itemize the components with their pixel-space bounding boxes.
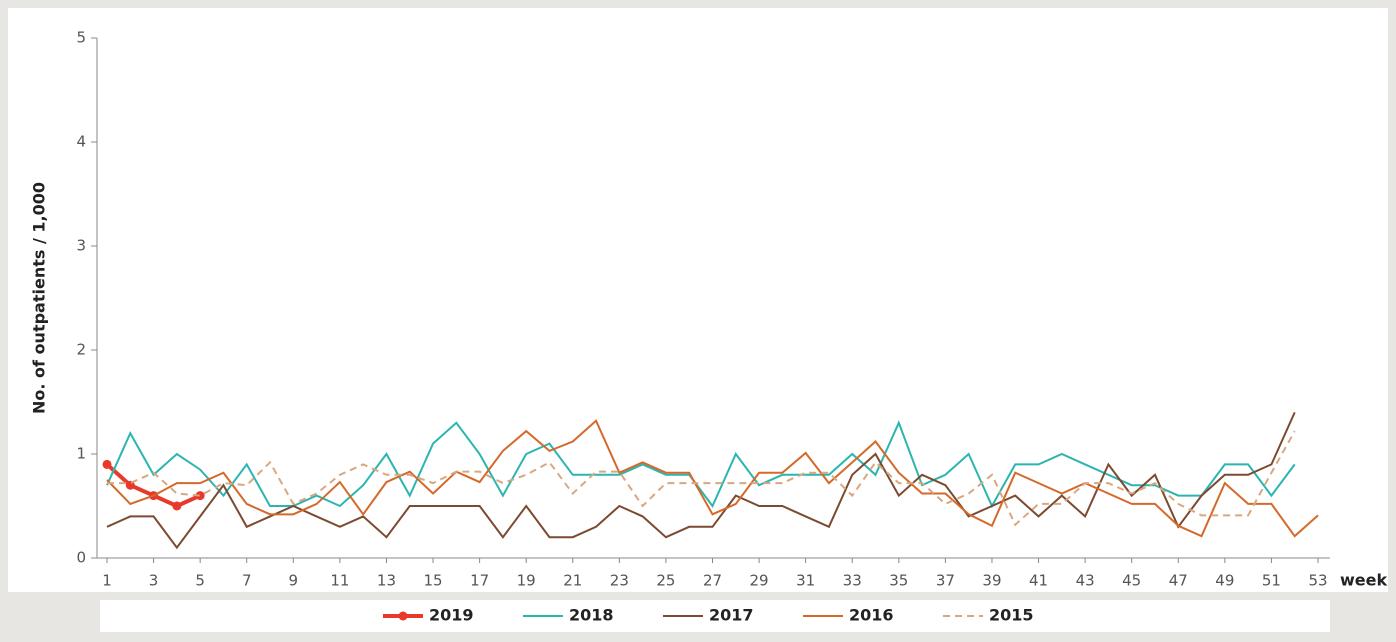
x-tick-label: 37 [936, 572, 955, 590]
y-tick-label: 2 [76, 341, 86, 359]
y-tick-label: 0 [76, 549, 86, 567]
x-tick-label: 3 [149, 572, 159, 590]
legend-label: 2019 [429, 606, 474, 625]
x-tick-label: 29 [750, 572, 769, 590]
series-line [106, 411, 1296, 550]
x-tick-label: 5 [195, 572, 205, 590]
x-tick-label: 39 [982, 572, 1001, 590]
legend-label: 2016 [849, 606, 894, 625]
x-tick-label: 9 [289, 572, 299, 590]
x-tick-label: 49 [1215, 572, 1234, 590]
series-marker [195, 491, 205, 501]
y-tick-label: 3 [76, 237, 86, 255]
x-tick-label: 11 [330, 572, 349, 590]
x-tick-label: 7 [242, 572, 252, 590]
series-line [106, 420, 1296, 509]
series-line [107, 430, 1296, 527]
legend-label: 2017 [709, 606, 754, 625]
x-tick-label: 27 [703, 572, 722, 590]
series-line [106, 419, 1319, 538]
legend-marker [398, 611, 408, 621]
x-tick-label: 13 [377, 572, 396, 590]
x-tick-label: 15 [423, 572, 442, 590]
x-tick-label: 25 [656, 572, 675, 590]
x-tick-label: 21 [563, 572, 582, 590]
x-tick-label: 19 [517, 572, 536, 590]
x-tick-label: 1 [102, 572, 112, 590]
legend-label: 2015 [989, 606, 1034, 625]
plot-panel [8, 8, 1388, 592]
x-tick-label: 33 [843, 572, 862, 590]
x-tick-label: 35 [889, 572, 908, 590]
x-tick-label: 51 [1262, 572, 1281, 590]
x-tick-label: 45 [1122, 572, 1141, 590]
legend-panel [100, 600, 1330, 632]
x-axis-label: week [1340, 571, 1387, 590]
x-tick-label: 47 [1169, 572, 1188, 590]
series-marker [172, 501, 182, 511]
series-marker [102, 459, 112, 469]
y-tick-label: 4 [76, 133, 86, 151]
y-tick-label: 1 [76, 445, 86, 463]
x-tick-label: 31 [796, 572, 815, 590]
y-axis-label: No. of outpatients / 1,000 [30, 182, 49, 414]
y-tick-label: 5 [76, 29, 86, 47]
x-tick-label: 17 [470, 572, 489, 590]
x-tick-label: 41 [1029, 572, 1048, 590]
legend-label: 2018 [569, 606, 614, 625]
x-tick-label: 53 [1308, 572, 1327, 590]
x-tick-label: 23 [610, 572, 629, 590]
x-tick-label: 43 [1076, 572, 1095, 590]
